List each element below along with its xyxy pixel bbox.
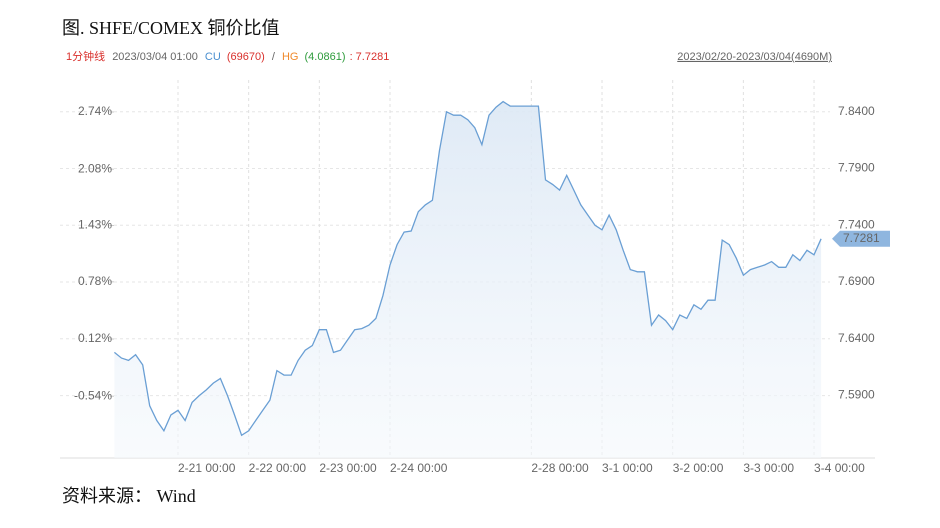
ratio: : 7.7281 [350, 51, 390, 63]
source: 资料来源： Wind [62, 486, 196, 506]
x-tick-label: 2-22 00:00 [249, 461, 307, 475]
separator: / [272, 51, 276, 63]
last-value-label: 7.7281 [843, 231, 880, 245]
y-tick-label: 7.8400 [838, 104, 875, 118]
x-tick-label: 2-24 00:00 [390, 461, 448, 475]
y2-tick-label: 2.08% [78, 161, 112, 175]
x-tick-label: 2-28 00:00 [531, 461, 589, 475]
header-info: 1分钟线 2023/03/04 01:00 CU (69670) / HG (4… [66, 49, 389, 63]
chart-title: 图. SHFE/COMEX 铜价比值 [62, 18, 280, 38]
x-tick-label: 3-3 00:00 [743, 461, 794, 475]
cu-value: (69670) [227, 51, 265, 63]
y2-tick-label: 2.74% [78, 104, 112, 118]
x-tick-label: 3-4 00:00 [814, 461, 865, 475]
y2-tick-label: -0.54% [74, 388, 112, 402]
hg-label: HG [282, 51, 299, 63]
line [113, 100, 822, 437]
time: 2023/03/04 01:00 [112, 51, 198, 63]
hg-value: (4.0861) [305, 51, 346, 63]
y-tick-label: 7.7900 [838, 161, 875, 175]
range-label[interactable]: 2023/02/20-2023/03/04(4690M) [677, 51, 832, 63]
y2-tick-label: 0.78% [78, 274, 112, 288]
y2-tick-label: 0.12% [78, 331, 112, 345]
y-tick-label: 7.6400 [838, 331, 875, 345]
y-tick-label: 7.7400 [838, 217, 875, 231]
y-tick-label: 7.6900 [838, 274, 875, 288]
y-tick-label: 7.5900 [838, 388, 875, 402]
x-tick-label: 3-2 00:00 [673, 461, 724, 475]
x-tick-label: 2-21 00:00 [178, 461, 236, 475]
last-value-marker [832, 230, 890, 247]
x-tick-label: 3-1 00:00 [602, 461, 653, 475]
y2-tick-label: 1.43% [78, 218, 112, 232]
interval: 1分钟线 [66, 49, 105, 63]
x-tick-label: 2-23 00:00 [319, 461, 377, 475]
cu-label: CU [205, 51, 221, 63]
area-fill [114, 101, 822, 458]
